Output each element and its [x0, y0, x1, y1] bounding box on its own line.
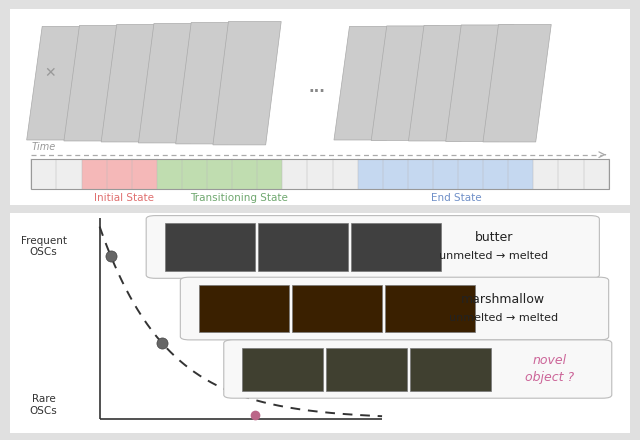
FancyBboxPatch shape [0, 5, 640, 206]
Text: Transitioning State: Transitioning State [190, 193, 288, 203]
Bar [385, 285, 475, 332]
Text: marshmallow: marshmallow [461, 293, 545, 305]
Polygon shape [175, 22, 244, 144]
Bar [81, 158, 157, 189]
Polygon shape [371, 26, 440, 140]
FancyBboxPatch shape [180, 277, 609, 340]
Text: Rare
OSCs: Rare OSCs [30, 394, 58, 416]
Bar [351, 224, 441, 271]
Text: ✕: ✕ [44, 66, 56, 81]
Polygon shape [445, 25, 514, 141]
FancyBboxPatch shape [146, 216, 599, 279]
Text: novel: novel [532, 354, 567, 367]
Bar [31, 158, 81, 189]
Polygon shape [64, 26, 132, 141]
FancyBboxPatch shape [224, 340, 612, 398]
Polygon shape [483, 25, 551, 142]
FancyBboxPatch shape [0, 210, 640, 436]
Bar [165, 224, 255, 271]
Text: unmelted → melted: unmelted → melted [449, 313, 557, 323]
Bar [410, 348, 491, 391]
Bar [157, 158, 282, 189]
Text: object ?: object ? [525, 371, 574, 384]
Bar [258, 224, 348, 271]
Polygon shape [101, 25, 170, 142]
Bar [533, 158, 609, 189]
Bar [199, 285, 289, 332]
Polygon shape [27, 26, 95, 140]
Text: butter: butter [475, 231, 513, 244]
Polygon shape [334, 26, 403, 140]
Text: Time: Time [31, 142, 56, 152]
Polygon shape [138, 23, 207, 143]
Text: End State: End State [431, 193, 482, 203]
Text: Frequent
OSCs: Frequent OSCs [20, 235, 67, 257]
Bar [31, 158, 609, 189]
Bar [282, 158, 358, 189]
Polygon shape [213, 22, 281, 145]
Text: ...: ... [308, 80, 325, 95]
Bar [243, 348, 323, 391]
Bar [358, 158, 533, 189]
Polygon shape [408, 26, 477, 141]
Text: unmelted → melted: unmelted → melted [439, 252, 548, 261]
Bar [292, 285, 382, 332]
Bar [326, 348, 407, 391]
Text: Initial State: Initial State [95, 193, 154, 203]
